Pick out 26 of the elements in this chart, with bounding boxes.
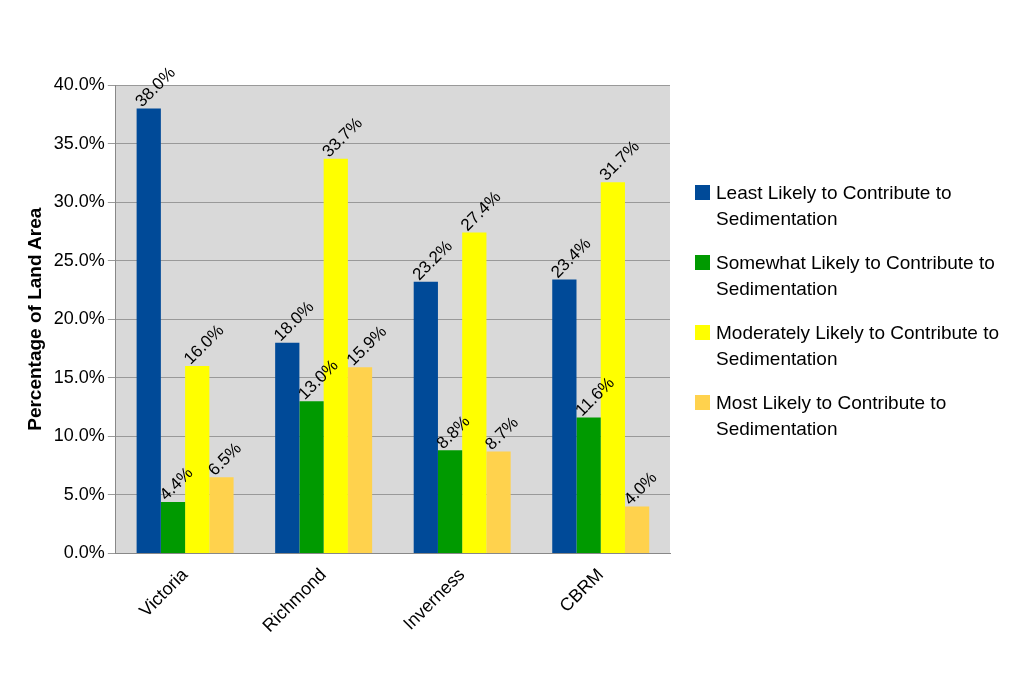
- y-tick-label: 10.0%: [53, 425, 105, 446]
- bar: [275, 342, 300, 553]
- legend-label: Least Likely to Contribute to Sedimentation: [716, 181, 953, 231]
- bar: [413, 281, 438, 553]
- y-tick-label: 5.0%: [63, 483, 105, 504]
- y-tick-label: 30.0%: [53, 191, 105, 212]
- y-tick-label: 40.0%: [53, 73, 105, 94]
- y-tick-label: 0.0%: [63, 542, 105, 563]
- bar: [160, 501, 186, 553]
- bar: [576, 417, 601, 553]
- bar: [299, 401, 324, 553]
- bar: [624, 506, 650, 553]
- y-tick-label: 15.0%: [53, 366, 105, 387]
- legend-label: Moderately Likely to Contribute to Sedimentation: [716, 321, 1001, 371]
- y-tick-label: 20.0%: [53, 308, 105, 329]
- y-tick-label: 35.0%: [53, 132, 105, 153]
- bar: [437, 450, 463, 553]
- bar: [552, 279, 577, 553]
- bar: [136, 108, 161, 553]
- legend-label: Somewhat Likely to Contribute to Sedimentation: [716, 251, 996, 301]
- legend-label: Most Likely to Contribute to Sedimentation: [716, 391, 948, 441]
- bar: [209, 477, 234, 553]
- bar: [347, 367, 373, 553]
- y-tick-label: 25.0%: [53, 249, 105, 270]
- bar: [486, 451, 511, 553]
- y-axis-title: Percentage of Land Area: [23, 207, 45, 431]
